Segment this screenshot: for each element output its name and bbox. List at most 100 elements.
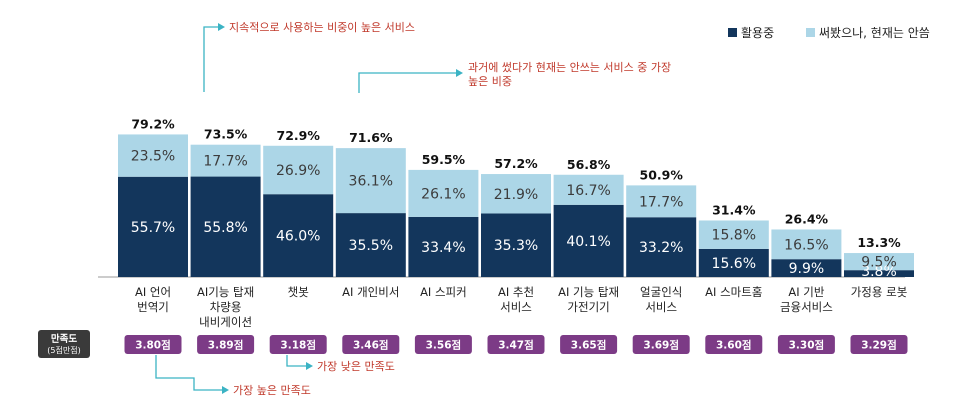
satisfaction-score-pill [777, 335, 835, 354]
x-tick-label: 챗봇 [288, 285, 309, 299]
x-tick-label: AI 스피커 [420, 285, 467, 299]
annotation-text: 지속적으로 사용하는 비중이 높은 서비스 [229, 20, 415, 34]
x-tick-label: 내비게이션 [199, 315, 252, 329]
legend-label-used-before: 써봤으나, 현재는 안씀 [819, 26, 930, 40]
data-label-total: 59.5% [422, 152, 466, 167]
x-tick-label: AI 개인비서 [342, 285, 399, 299]
x-tick-label: AI 기반 [788, 285, 824, 299]
satisfaction-row-label: 만족도 (5점만점) [38, 330, 90, 358]
data-label-used-before: 17.7% [203, 154, 247, 170]
satisfaction-score-text: 3.65점 [571, 340, 607, 352]
data-label-using: 40.1% [566, 234, 610, 250]
legend-label-using: 활용중 [741, 26, 774, 40]
bar-using [553, 204, 624, 277]
annotation-top-left: 지속적으로 사용하는 비중이 높은 서비스 [203, 20, 415, 92]
annotation-connector [358, 72, 456, 93]
x-tick-label: AI 추천 [498, 285, 534, 299]
x-tick-label: AI기능 탑재 [197, 285, 254, 299]
bar-series-group [118, 134, 914, 277]
data-label-using: 33.4% [421, 240, 465, 256]
satisfaction-score-pill [632, 335, 690, 354]
satisfaction-score-text: 3.56점 [426, 340, 462, 352]
bar-using [190, 176, 261, 277]
satisfaction-score-pill [414, 335, 472, 354]
bar-used-before [698, 220, 769, 249]
satisfaction-score-pill [487, 335, 545, 354]
data-label-using: 35.3% [494, 238, 538, 254]
data-label-using: 55.8% [203, 220, 247, 236]
data-label-total: 13.3% [857, 235, 901, 250]
bar-used-before [844, 253, 914, 271]
satisfaction-label-line2: (5점만점) [47, 345, 80, 355]
bar-used-before [481, 174, 551, 214]
satisfaction-label-box [38, 330, 90, 358]
bar-used-before [626, 185, 697, 218]
arrow-right-icon [306, 362, 313, 370]
data-label-using: 9.9% [789, 261, 825, 277]
data-label-used-before: 26.9% [276, 163, 320, 179]
satisfaction-score-pill [705, 335, 763, 354]
bar-used-before [553, 174, 624, 205]
data-label-used-before: 16.5% [784, 237, 828, 253]
x-tick-label: 서비스 [500, 300, 532, 314]
annotation-bottom-low: 가장 낮은 만족도 [286, 355, 395, 373]
data-label-used-before: 23.5% [131, 149, 175, 165]
satisfaction-score-text: 3.30점 [789, 340, 825, 352]
legend: 활용중 써봤으나, 현재는 안씀 [728, 26, 930, 40]
bar-using [626, 217, 697, 277]
bar-using [844, 270, 914, 277]
data-label-total: 26.4% [785, 211, 829, 226]
data-label-using: 46.0% [276, 229, 320, 245]
bar-using [335, 213, 406, 277]
satisfaction-score-text: 3.47점 [498, 340, 534, 352]
bar-using [481, 213, 551, 277]
satisfaction-score-pill [197, 335, 255, 354]
satisfaction-score-pill [342, 335, 400, 354]
annotation-text-line1: 과거에 썼다가 현재는 안쓰는 서비스 중 가장 [468, 61, 671, 74]
annotation-connector [203, 26, 218, 92]
satisfaction-score-text: 3.80점 [135, 340, 171, 352]
annotation-bottom-high: 가장 높은 만족도 [155, 355, 311, 397]
annotation-text: 가장 높은 만족도 [233, 384, 311, 397]
data-label-used-before: 36.1% [349, 174, 393, 190]
bar-used-before [118, 134, 188, 177]
segment-labels: 55.7% 23.5% 55.8% 17.7% 46.0% 26.9% 35.5% 36.1%… [131, 149, 897, 280]
annotation-connector [286, 355, 306, 367]
data-label-total: 50.9% [640, 167, 684, 182]
bar-used-before [335, 148, 406, 214]
data-label-used-before: 26.1% [421, 186, 465, 202]
data-label-used-before: 15.8% [712, 228, 756, 244]
satisfaction-score-text: 3.60점 [716, 340, 752, 352]
data-label-used-before: 17.7% [639, 194, 683, 210]
annotation-top-right: 과거에 썼다가 현재는 안쓰는 서비스 중 가장 높은 비중 [358, 61, 671, 93]
bar-using [118, 176, 188, 277]
data-label-total: 73.5% [204, 127, 248, 142]
satisfaction-score-text: 3.69점 [643, 340, 679, 352]
satisfaction-score-text: 3.46점 [353, 340, 389, 352]
x-tick-label: 차량용 [210, 300, 242, 314]
x-tick-label: 가전기기 [567, 300, 609, 314]
bar-used-before [190, 144, 261, 177]
bar-using [263, 194, 334, 277]
x-tick-label: 얼굴인식 [640, 285, 682, 299]
bar-used-before [263, 145, 334, 195]
x-tick-label: AI 언어 [135, 285, 171, 299]
legend-swatch-used-before [806, 28, 815, 37]
bar-used-before [771, 229, 842, 260]
data-label-using: 35.5% [349, 238, 393, 254]
bar-using [408, 216, 479, 277]
legend-swatch-using [728, 28, 737, 37]
satisfaction-score-pill [124, 335, 182, 354]
x-tick-label: 가정용 로봇 [851, 285, 908, 299]
data-label-total: 31.4% [712, 202, 756, 217]
x-tick-label: AI 스마트홈 [705, 285, 762, 299]
satisfaction-score-text: 3.29점 [861, 340, 897, 352]
x-tick-label: 서비스 [645, 300, 677, 314]
data-label-total: 79.2% [131, 116, 175, 131]
annotation-connector [155, 355, 222, 391]
data-label-used-before: 9.5% [861, 255, 897, 271]
x-tick-label: AI 기능 탑재 [558, 285, 619, 299]
